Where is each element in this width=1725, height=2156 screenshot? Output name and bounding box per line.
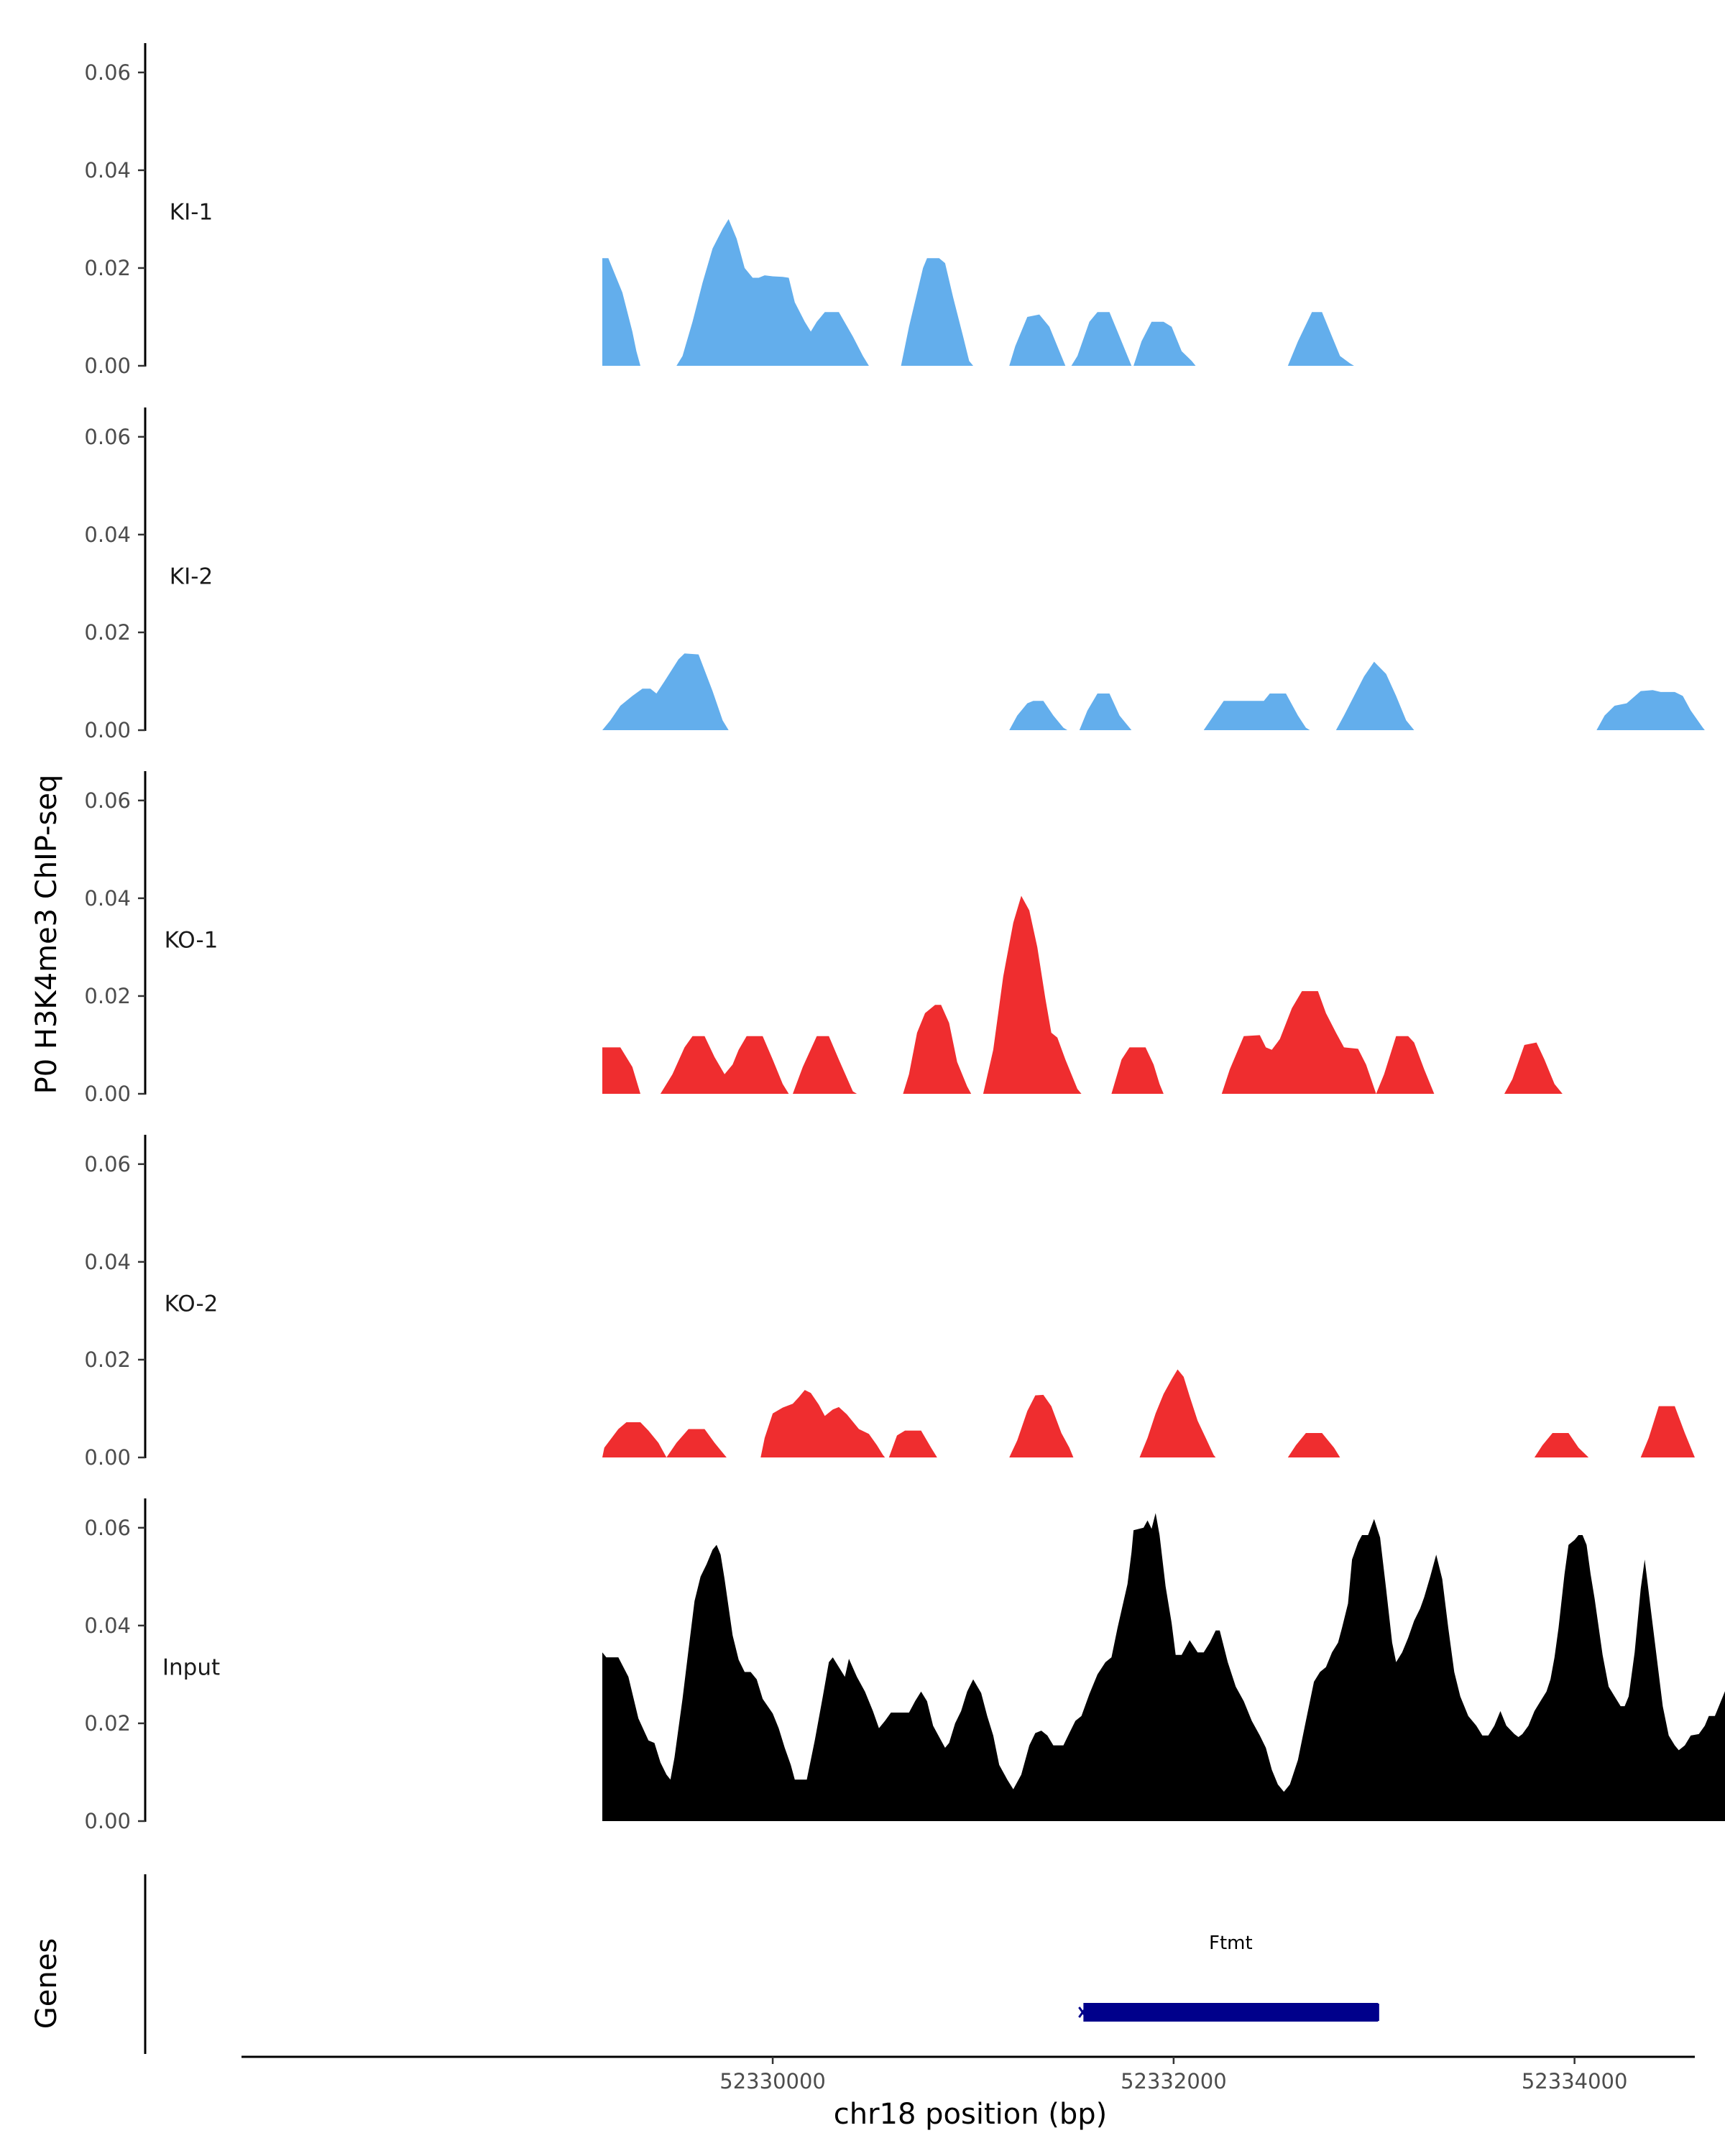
gene-body-ftmt xyxy=(1083,2003,1379,2022)
y-tick-label: 0.02 xyxy=(84,256,131,280)
track-label-input: Input xyxy=(162,1655,220,1681)
x-tick-label: 52334000 xyxy=(1522,2069,1628,2093)
y-tick-label: 0.00 xyxy=(84,354,131,378)
x-tick-label: 52332000 xyxy=(1121,2069,1227,2093)
y-tick-label: 0.02 xyxy=(84,984,131,1008)
signal-area-ki-2 xyxy=(602,653,1725,730)
signal-area-ko-1 xyxy=(602,895,1563,1094)
y-axis-title: P0 H3K4me3 ChIP-seq xyxy=(30,775,63,1095)
y-tick-label: 0.06 xyxy=(84,1516,131,1540)
y-tick-label: 0.04 xyxy=(84,1250,131,1274)
track-label-ko-1: KO-1 xyxy=(165,928,218,954)
y-tick-label: 0.04 xyxy=(84,522,131,547)
gene-strand-icon xyxy=(1078,2007,1087,2018)
y-tick-label: 0.04 xyxy=(84,158,131,183)
y-tick-label: 0.00 xyxy=(84,1445,131,1470)
track-label-ki-2: KI-2 xyxy=(170,564,213,590)
track-ko-1: 0.00 0.02 0.04 0.06 KO-1 xyxy=(84,771,1563,1106)
genes-panel: Ftmt xyxy=(144,1874,1379,2054)
track-label-ko-2: KO-2 xyxy=(165,1291,218,1317)
gene-label-ftmt: Ftmt xyxy=(1209,1932,1253,1954)
track-ki-1: 0.00 0.02 0.04 0.06 KI-1 xyxy=(84,43,1725,378)
x-axis: 52330000 52332000 52334000 xyxy=(242,2055,1695,2093)
genes-panel-title: Genes xyxy=(30,1938,63,2029)
track-input: 0.00 0.02 0.04 0.06 Input xyxy=(84,1498,1725,1833)
y-tick-label: 0.00 xyxy=(84,1082,131,1106)
x-axis-title: chr18 position (bp) xyxy=(834,2098,1108,2131)
y-tick-label: 0.02 xyxy=(84,620,131,645)
y-tick-label: 0.06 xyxy=(84,788,131,813)
x-tick-label: 52330000 xyxy=(719,2069,826,2093)
tracks-layer: 0.00 0.02 0.04 0.06 KI-1 0.00 0.02 0.04 0.06 KI-2… xyxy=(84,43,1725,1833)
signal-area-input xyxy=(602,1513,1725,1821)
y-tick-label: 0.02 xyxy=(84,1711,131,1736)
track-ki-2: 0.00 0.02 0.04 0.06 KI-2 xyxy=(84,407,1725,742)
y-tick-label: 0.06 xyxy=(84,60,131,85)
signal-area-ko-2 xyxy=(602,1369,1725,1457)
y-tick-label: 0.00 xyxy=(84,1809,131,1833)
y-tick-label: 0.04 xyxy=(84,886,131,911)
signal-area-ki-1 xyxy=(602,218,1725,366)
y-tick-label: 0.04 xyxy=(84,1613,131,1638)
y-tick-label: 0.06 xyxy=(84,425,131,449)
y-tick-label: 0.06 xyxy=(84,1152,131,1176)
y-tick-label: 0.00 xyxy=(84,718,131,742)
track-ko-2: 0.00 0.02 0.04 0.06 KO-2 xyxy=(84,1135,1725,1470)
y-tick-label: 0.02 xyxy=(84,1348,131,1372)
track-label-ki-1: KI-1 xyxy=(170,200,213,226)
